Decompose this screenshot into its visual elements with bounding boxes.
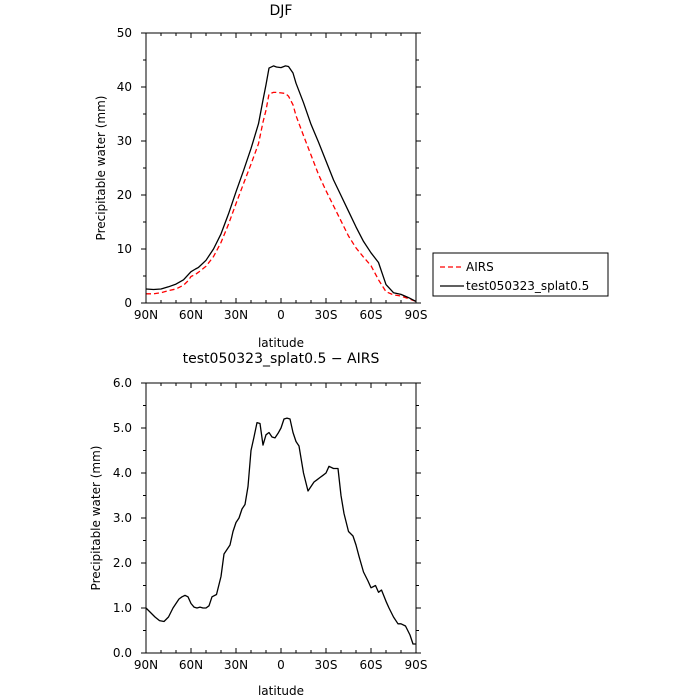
y-axis-title: Precipitable water (mm) (89, 446, 103, 591)
x-tick-label: 90S (405, 308, 428, 322)
plot-frame (145, 32, 417, 304)
legend-label-model: test050323_splat0.5 (466, 279, 589, 293)
legend-label-airs: AIRS (466, 260, 494, 274)
y-tick-label: 10 (117, 242, 132, 256)
y-tick-label: 1.0 (113, 601, 132, 615)
y-tick-label: 5.0 (113, 421, 132, 435)
x-axis-title: latitude (258, 336, 304, 350)
x-tick-label: 30N (224, 658, 248, 672)
x-tick-label: 60N (179, 308, 203, 322)
y-tick-label: 4.0 (113, 466, 132, 480)
legend: AIRS test050323_splat0.5 (432, 252, 609, 297)
series-line-test050323-splat0-5 (145, 65, 417, 302)
x-tick-label: 90N (134, 658, 158, 672)
x-tick-label: 60N (179, 658, 203, 672)
x-tick-label: 0 (277, 658, 285, 672)
y-tick-label: 3.0 (113, 511, 132, 525)
x-tick-label: 0 (277, 308, 285, 322)
x-tick-label: 90S (405, 658, 428, 672)
y-tick-label: 20 (117, 188, 132, 202)
x-tick-label: 60S (360, 658, 383, 672)
plot-frame (145, 382, 417, 654)
chart-title: test050323_splat0.5 − AIRS (183, 351, 380, 367)
y-tick-label: 40 (117, 80, 132, 94)
x-tick-label: 30N (224, 308, 248, 322)
chart-title: DJF (270, 3, 293, 19)
x-tick-label: 30S (315, 308, 338, 322)
y-axis-title: Precipitable water (mm) (94, 96, 108, 241)
y-tick-label: 50 (117, 26, 132, 40)
y-tick-label: 0 (124, 296, 132, 310)
x-axis-title: latitude (258, 684, 304, 698)
difference-panel: test050323_splat0.5 − AIRS 90N 60N 30N 0 30S… (89, 351, 427, 698)
y-tick-label: 0.0 (113, 646, 132, 660)
djf-panel: DJF 90N 60N 30N 0 30S 60S 90S 0 10 20 30 40 50 lati… (94, 3, 427, 350)
series-line-airs (146, 91, 417, 303)
y-tick-label: 6.0 (113, 376, 132, 390)
x-tick-label: 90N (134, 308, 158, 322)
y-tick-label: 30 (117, 134, 132, 148)
y-tick-label: 2.0 (113, 556, 132, 570)
difference-series-line (145, 417, 416, 645)
x-tick-label: 30S (315, 658, 338, 672)
x-tick-label: 60S (360, 308, 383, 322)
legend-box (432, 252, 609, 297)
